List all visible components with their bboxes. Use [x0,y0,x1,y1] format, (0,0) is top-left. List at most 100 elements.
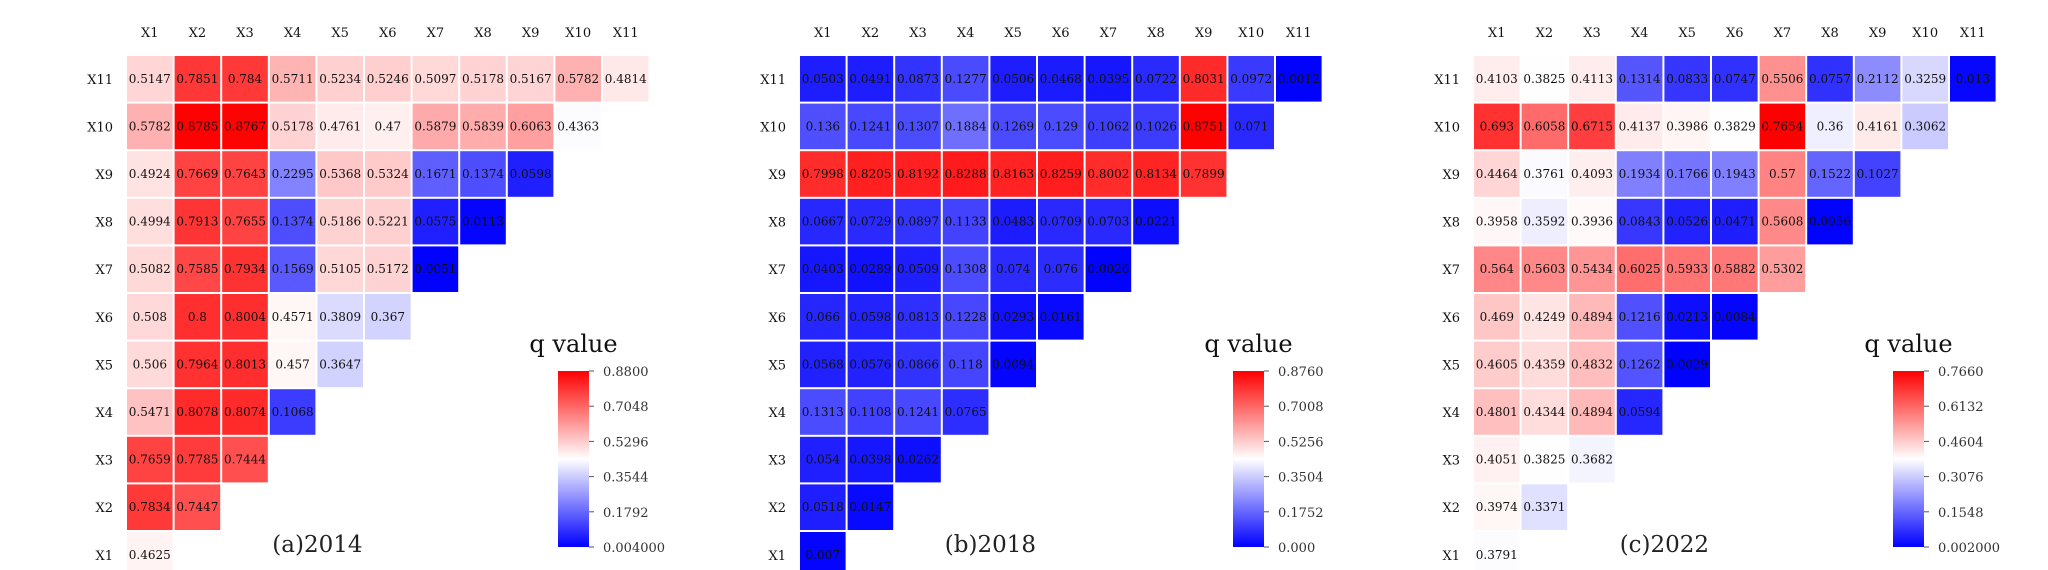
heatmap-cell [222,151,268,197]
heatmap-cell [1521,341,1568,388]
heatmap-cell [1038,246,1084,292]
cell-value-label: 0.7998 [802,167,844,181]
heatmap-cell [603,56,649,102]
heatmap-cell [174,341,221,388]
cell-value-label: 0.0403 [802,262,844,276]
row-label-x9: X9 [768,168,786,183]
heatmap-cell [1712,56,1758,102]
cell-value-label: 0.3958 [1476,215,1518,229]
heatmap-cell [174,103,221,150]
cell-value-label: 0.0221 [1135,215,1177,229]
heatmap-cell [127,246,173,292]
cell-value-label: 0.0293 [992,310,1034,324]
colorbar-tick-label: 0.1792 [603,506,649,521]
heatmap-panel-2014: X1 X2 X3 X4 X5 X6 X7 X8 X9 X10 X11 X11 X10 X9 X8 X7 X6 X5… [87,26,665,570]
cell-value-label: 0.5711 [272,72,314,86]
cell-value-label: 0.5302 [1761,262,1803,276]
cell-value-label: 0.0972 [1230,72,1272,86]
row-label-x8: X8 [1442,216,1460,231]
cell-value-label: 0.6715 [1571,119,1613,133]
colorbar-tick-label: 0.7660 [1938,365,1984,380]
heatmap-cell [1569,103,1615,150]
row-label-x1: X1 [95,549,113,564]
heatmap-cell [1133,56,1179,102]
row-label-x6: X6 [768,311,786,326]
column-label-x8: X8 [1821,26,1839,41]
cell-value-label: 0.076 [1044,262,1078,276]
cell-value-label: 0.7964 [176,357,218,371]
row-label-x6: X6 [95,311,113,326]
heatmap-cell [1521,246,1568,292]
cell-value-label: 0.0757 [1809,72,1851,86]
column-label-x7: X7 [1100,26,1118,41]
heatmap-cell [222,103,268,150]
cell-value-label: 0.1269 [992,119,1034,133]
heatmap-cell [1664,341,1710,388]
heatmap-cell [269,56,316,102]
heatmap-cell [1569,341,1615,388]
colorbar-tick-label: 0.8760 [1278,365,1324,380]
heatmap-cell [1664,198,1710,245]
row-label-x3: X3 [1442,454,1460,469]
heatmap-panel-2018: X1 X2 X3 X4 X5 X6 X7 X8 X9 X10 X11 X11 X10 X9 X8 X7 X6 X5… [760,26,1324,570]
cell-value-label: 0.0051 [414,262,456,276]
heatmap-cell [1180,56,1227,102]
heatmap-cell [1133,198,1179,245]
cell-value-label: 0.4359 [1523,357,1565,371]
cell-value-label: 0.4137 [1619,119,1661,133]
cell-value-label: 0.0594 [1619,405,1661,419]
heatmap-cell [1085,151,1132,197]
cell-value-label: 0.8192 [897,167,939,181]
heatmap-cell [1569,246,1615,292]
row-label-x3: X3 [95,454,113,469]
cell-value-label: 0.1216 [1619,310,1661,324]
row-label-x11: X11 [760,73,786,88]
heatmap-cell [269,341,316,388]
colorbar-title: q value [1204,330,1292,358]
colorbar-tick-label: 0.8800 [603,365,649,380]
cell-value-label: 0.0161 [1040,310,1082,324]
cell-value-label: 0.1228 [945,310,987,324]
heatmap-cell [1521,484,1568,530]
cell-value-label: 0.7899 [1183,167,1225,181]
cell-value-label: 0.5782 [557,72,599,86]
heatmap-cell [990,103,1036,150]
cell-value-label: 0.8163 [992,167,1034,181]
heatmap-cell [942,294,989,340]
column-label-x7: X7 [1774,26,1792,41]
heatmap-cell [895,151,941,197]
cell-value-label: 0.1313 [802,405,844,419]
heatmap-cell [365,151,411,197]
cell-value-label: 0.0765 [945,405,987,419]
cell-value-label: 0.5882 [1714,262,1756,276]
cell-value-label: 0.8767 [224,119,266,133]
cell-value-label: 0.0843 [1619,215,1661,229]
heatmap-cell [990,341,1036,388]
colorbar-tick-label: 0.6132 [1938,400,1984,415]
heatmap-cell [1521,198,1568,245]
heatmap-cell [1902,103,1948,150]
cell-value-label: 0.47 [374,119,401,133]
cell-value-label: 0.36 [1817,119,1844,133]
cell-value-label: 0.367 [371,310,405,324]
heatmap-cell [555,103,601,150]
heatmap-cell [1474,484,1520,530]
heatmap-cell [1474,246,1520,292]
cell-value-label: 0.1307 [897,119,939,133]
heatmap-cell [412,246,459,292]
cell-value-label: 0.8078 [176,405,218,419]
cell-value-label: 0.506 [133,357,167,371]
cell-value-label: 0.3761 [1523,167,1565,181]
heatmap-cell [127,436,173,483]
row-label-x2: X2 [95,501,113,516]
heatmap-cell [222,294,268,340]
cell-value-label: 0.0483 [992,215,1034,229]
heatmap-cell [1521,294,1568,340]
heatmap-cell [847,341,894,388]
heatmap-cell [1712,294,1758,340]
cell-value-label: 0.3647 [319,357,361,371]
cell-value-label: 0.1062 [1087,119,1129,133]
heatmap-cell [412,103,459,150]
heatmap-cell [1854,151,1901,197]
cell-value-label: 0.5105 [319,262,361,276]
